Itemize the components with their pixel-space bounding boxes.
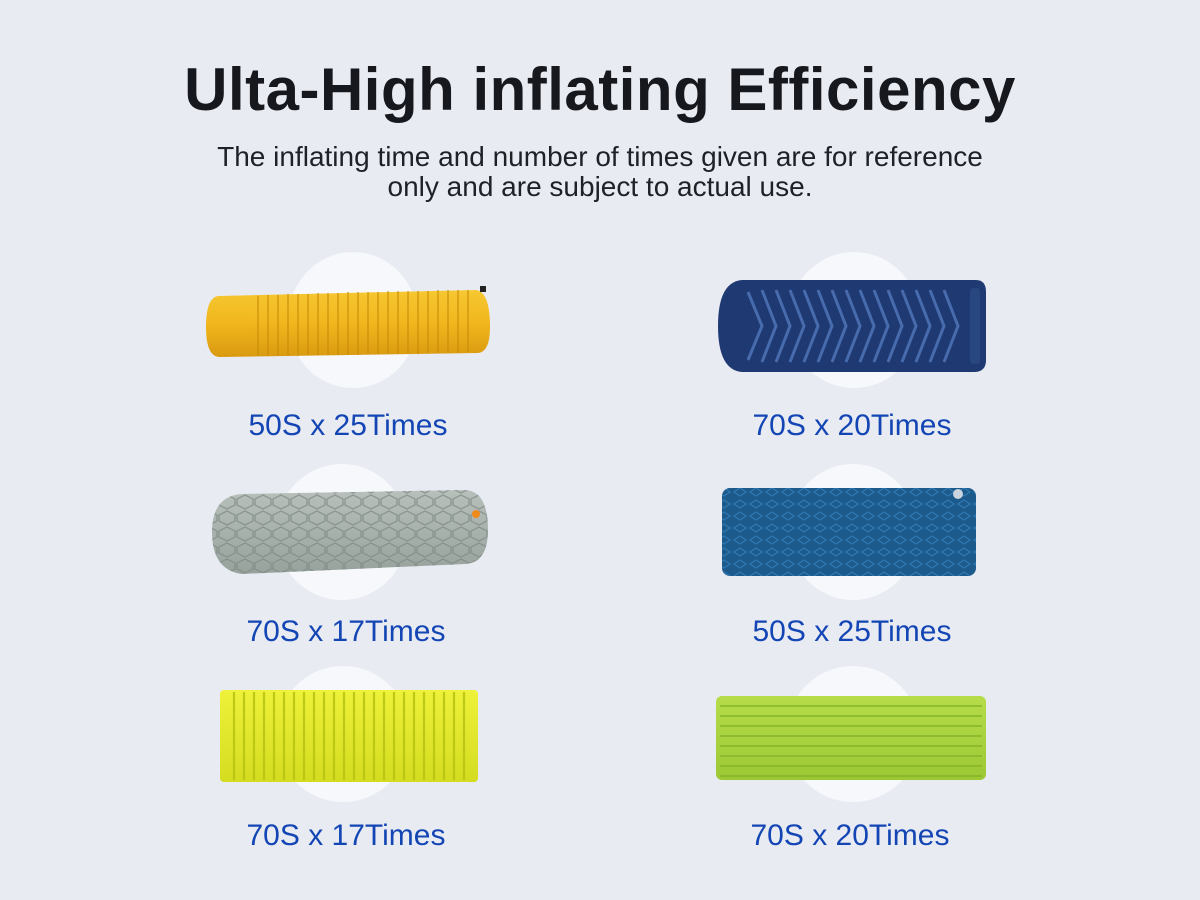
inflation-caption: 50S x 25Times [752, 615, 952, 648]
blue-rectangular-sleeping-pad-icon [722, 488, 976, 576]
inflation-caption: 70S x 17Times [246, 615, 446, 648]
product-item-2: 70S x 20Times [652, 252, 1052, 452]
lime-rectangular-sleeping-pad-icon [220, 690, 478, 782]
inflation-caption: 50S x 25Times [248, 409, 448, 442]
page-title: Ulta-High inflating Efficiency [184, 56, 1016, 123]
product-item-1: 50S x 25Times [148, 252, 548, 452]
page-subtitle: The inflating time and number of times g… [217, 141, 983, 202]
inflation-caption: 70S x 20Times [750, 819, 950, 852]
inflation-caption: 70S x 20Times [752, 409, 952, 442]
navy-v-chamber-sleeping-pad-icon [718, 280, 986, 372]
inflation-caption: 70S x 17Times [246, 819, 446, 852]
product-item-5: 70S x 17Times [146, 666, 546, 866]
grey-hex-sleeping-pad-icon [212, 490, 488, 574]
product-item-6: 70S x 20Times [650, 666, 1050, 866]
yellow-mummy-sleeping-pad-icon [206, 286, 490, 357]
green-rectangular-sleeping-pad-icon [716, 696, 986, 780]
product-item-4: 50S x 25Times [652, 462, 1052, 662]
product-item-3: 70S x 17Times [146, 462, 546, 662]
